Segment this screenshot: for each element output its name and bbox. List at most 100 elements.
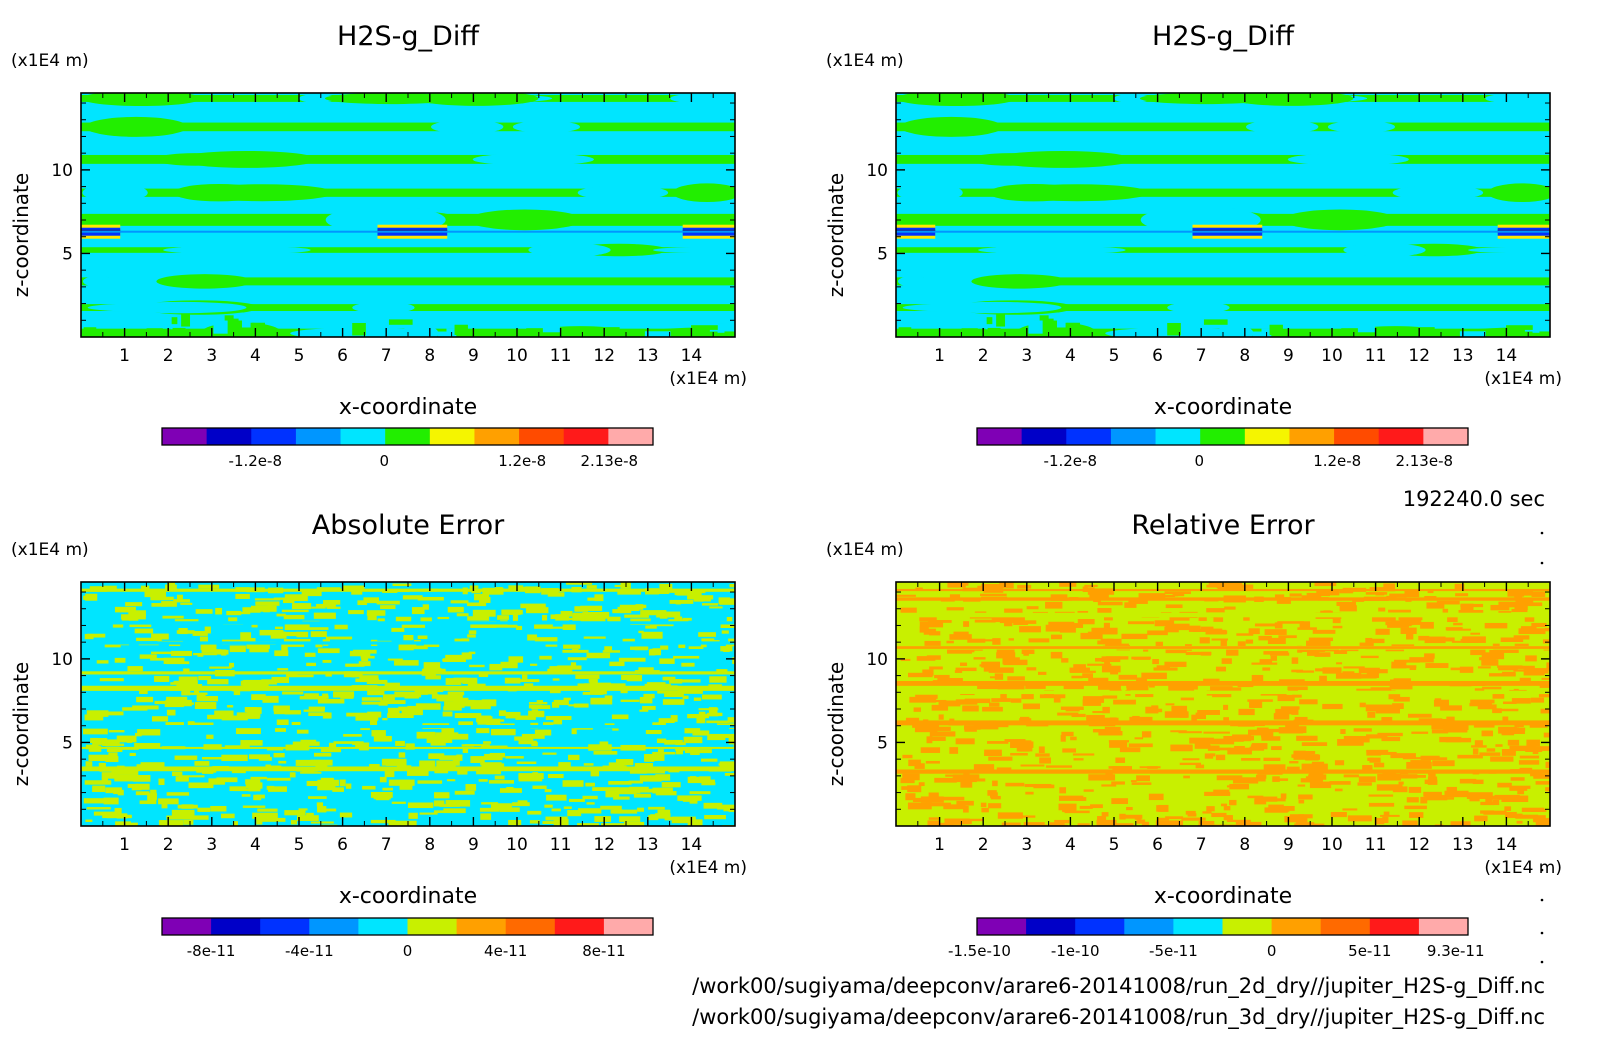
x-tick-label: 3 xyxy=(1021,346,1032,366)
field-blob xyxy=(194,761,210,766)
field-blob xyxy=(207,679,229,685)
field-blob xyxy=(1289,761,1299,764)
field-blob xyxy=(1376,784,1403,791)
x-tick-label: 5 xyxy=(1109,835,1120,855)
field-blob xyxy=(930,726,951,731)
field-blob xyxy=(547,626,567,629)
field-blob xyxy=(687,713,710,719)
field-blob xyxy=(481,745,508,749)
field-blob xyxy=(1375,628,1390,635)
field-blob xyxy=(662,699,685,705)
field-blob xyxy=(964,698,991,704)
field-blob xyxy=(562,649,589,653)
field-blob xyxy=(729,584,735,588)
field-blob xyxy=(1269,652,1290,656)
field-blob xyxy=(258,756,272,761)
field-blob xyxy=(240,740,263,746)
field-blob xyxy=(1155,641,1163,647)
field-blob xyxy=(1220,640,1227,647)
field-blob xyxy=(1516,602,1529,606)
field-blob xyxy=(549,689,561,694)
field-blob xyxy=(316,802,324,807)
field-blob xyxy=(1498,667,1518,671)
field-blob xyxy=(221,715,248,721)
field-blob xyxy=(1203,678,1220,682)
field-blob xyxy=(388,779,415,786)
field-blob xyxy=(1388,694,1401,700)
field-blob xyxy=(488,780,514,784)
field-blob xyxy=(1408,786,1422,793)
field-blob xyxy=(1515,814,1539,819)
field-blob xyxy=(1539,314,1550,321)
field-blob xyxy=(648,806,665,810)
field-blob xyxy=(1071,675,1083,679)
field-blob xyxy=(447,779,456,782)
field-blob xyxy=(1105,656,1129,660)
field-blob xyxy=(988,667,1014,673)
field-blob xyxy=(928,619,952,623)
field-blob xyxy=(1411,731,1429,734)
field-blob xyxy=(542,722,554,727)
field-blob xyxy=(684,727,701,734)
field-blob xyxy=(637,807,645,812)
field-blob xyxy=(1202,811,1212,814)
field-blob xyxy=(173,184,265,202)
field-blob xyxy=(317,698,345,704)
field-blob xyxy=(254,598,281,601)
field-blob xyxy=(979,593,1007,597)
field-blob xyxy=(1224,606,1236,610)
field-blob xyxy=(677,688,703,694)
field-blob xyxy=(1130,780,1137,783)
field-blob xyxy=(905,717,920,722)
field-blob xyxy=(345,663,365,667)
field-blob xyxy=(183,819,194,825)
field-blob xyxy=(565,582,593,585)
field-blob xyxy=(546,794,567,801)
field-blob xyxy=(1400,627,1417,635)
x-tick-label: 2 xyxy=(163,835,174,855)
colorbar-tick-label: 5e-11 xyxy=(1348,942,1391,960)
field-blob xyxy=(646,682,666,689)
field-blob xyxy=(604,646,613,653)
field-blob xyxy=(1023,822,1045,826)
field-blob xyxy=(1469,796,1480,802)
field-blob xyxy=(567,657,587,661)
field-blob xyxy=(436,760,456,767)
x-unit-label: (x1E4 m) xyxy=(1484,858,1562,878)
field-blob xyxy=(1381,717,1393,724)
field-blob xyxy=(196,770,217,773)
field-blob xyxy=(248,754,270,760)
x-tick-label: 2 xyxy=(978,346,989,366)
field-blob xyxy=(1049,822,1065,826)
field-band xyxy=(896,612,1550,618)
field-blob xyxy=(366,679,388,685)
field-blob xyxy=(328,742,337,749)
field-blob xyxy=(588,678,598,683)
field-blob xyxy=(987,790,997,796)
field-blob xyxy=(1404,590,1420,598)
field-blob xyxy=(508,819,522,826)
field-blob xyxy=(380,700,406,705)
field-blob xyxy=(276,613,286,617)
field-blob xyxy=(1109,717,1117,720)
field-blob xyxy=(620,690,628,694)
field-blob xyxy=(494,775,505,780)
x-tick-label: 7 xyxy=(1196,835,1207,855)
field-blob xyxy=(620,699,640,702)
field-blob xyxy=(927,736,946,741)
field-blob xyxy=(1272,776,1280,782)
colorbar-swatch xyxy=(1021,428,1067,445)
field-blob xyxy=(1220,803,1228,807)
field-blob xyxy=(1271,746,1282,751)
field-blob xyxy=(1001,822,1021,826)
field-blob xyxy=(232,611,251,615)
field-blob xyxy=(1394,659,1420,663)
field-blob xyxy=(643,693,655,699)
field-blob xyxy=(634,646,648,651)
field-blob xyxy=(1487,795,1500,800)
field-blob xyxy=(156,274,253,289)
field-blob xyxy=(928,817,939,820)
field-blob xyxy=(1145,706,1159,714)
field-blob xyxy=(704,814,726,820)
field-blob xyxy=(355,713,379,721)
